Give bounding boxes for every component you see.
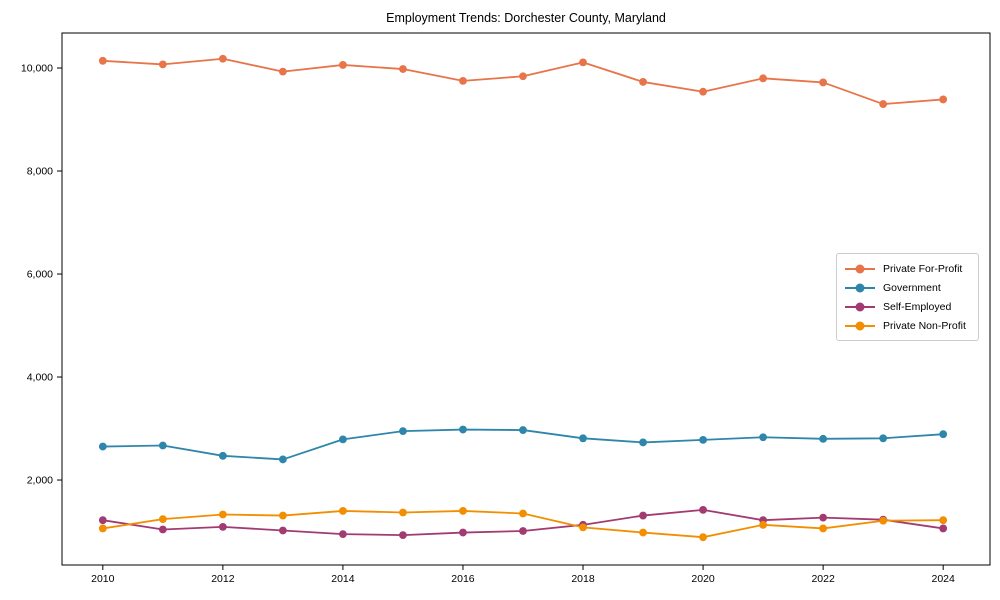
x-tick-label: 2014 xyxy=(331,573,355,585)
marker-government xyxy=(98,442,107,451)
marker-government xyxy=(278,455,287,464)
marker-private-for-profit xyxy=(278,67,287,76)
marker-private-for-profit xyxy=(639,78,647,86)
marker-private-non-profit xyxy=(579,523,587,532)
legend-label: Government xyxy=(883,281,941,294)
marker-private-for-profit xyxy=(339,61,347,69)
x-tick-label: 2024 xyxy=(932,573,956,585)
marker-government xyxy=(399,427,407,435)
x-tick-label: 2022 xyxy=(811,573,835,585)
marker-self-employed xyxy=(158,525,167,534)
marker-private-non-profit xyxy=(699,533,707,542)
marker-private-for-profit xyxy=(399,65,407,73)
marker-private-non-profit xyxy=(939,516,948,525)
legend: Private For-Profit Government Self-Employe… xyxy=(836,253,979,341)
legend-line-sample xyxy=(845,264,875,273)
marker-private-for-profit xyxy=(519,72,527,81)
marker-self-employed xyxy=(459,528,467,537)
marker-self-employed xyxy=(399,531,407,540)
legend-marker-dot xyxy=(855,321,865,330)
marker-private-non-profit xyxy=(339,507,347,515)
y-tick-label: 4,000 xyxy=(27,372,53,384)
marker-self-employed xyxy=(278,526,287,535)
marker-government xyxy=(699,435,707,444)
marker-private-non-profit xyxy=(218,510,227,519)
series-line-government xyxy=(102,428,944,461)
marker-government xyxy=(759,433,768,442)
marker-government xyxy=(519,426,527,434)
marker-private-for-profit xyxy=(459,76,467,85)
marker-private-for-profit xyxy=(699,87,707,96)
y-tick-label: 2,000 xyxy=(27,475,53,487)
x-tick-label: 2016 xyxy=(451,573,475,585)
x-tick-label: 2018 xyxy=(571,573,595,585)
x-tick-label: 2010 xyxy=(91,573,115,585)
chart-title: Employment Trends: Dorchester County, Ma… xyxy=(386,11,666,25)
plot-border xyxy=(61,32,991,566)
legend-line-sample xyxy=(845,302,875,311)
marker-private-for-profit xyxy=(819,78,828,87)
marker-self-employed xyxy=(639,511,647,520)
marker-government xyxy=(579,434,587,443)
legend-item-self-employed: Self-Employed xyxy=(845,301,970,313)
legend-item-private-non-profit: Private Non-Profit xyxy=(845,320,970,332)
marker-self-employed xyxy=(939,524,948,533)
marker-government xyxy=(939,430,948,439)
x-tick-label: 2012 xyxy=(211,573,235,585)
legend-marker-dot xyxy=(855,302,865,311)
marker-private-non-profit xyxy=(879,516,888,525)
legend-label: Private Non-Profit xyxy=(883,319,966,332)
series-line-private-for-profit xyxy=(102,57,944,105)
legend-label: Private For-Profit xyxy=(883,262,963,275)
marker-private-non-profit xyxy=(819,524,828,533)
marker-self-employed xyxy=(699,505,707,514)
legend-marker-dot xyxy=(855,283,865,292)
legend-label: Self-Employed xyxy=(883,300,952,313)
y-tick-label: 6,000 xyxy=(27,269,53,281)
y-tick-label: 10,000 xyxy=(21,63,53,75)
marker-private-for-profit xyxy=(759,74,768,83)
y-tick-label: 8,000 xyxy=(27,166,53,178)
marker-private-for-profit xyxy=(218,54,227,63)
marker-private-for-profit xyxy=(158,60,167,69)
legend-line-sample xyxy=(845,321,875,330)
marker-private-for-profit xyxy=(939,95,948,104)
marker-government xyxy=(819,434,828,443)
marker-self-employed xyxy=(819,513,828,522)
marker-private-non-profit xyxy=(459,507,467,515)
marker-private-non-profit xyxy=(399,508,407,517)
marker-private-non-profit xyxy=(759,520,768,529)
marker-private-non-profit xyxy=(98,524,107,533)
marker-government xyxy=(339,435,347,444)
marker-government xyxy=(639,438,647,447)
marker-self-employed xyxy=(98,516,107,525)
marker-private-for-profit xyxy=(879,100,888,108)
marker-private-non-profit xyxy=(158,515,167,524)
marker-private-non-profit xyxy=(639,528,647,537)
marker-government xyxy=(218,451,227,460)
marker-private-non-profit xyxy=(519,509,527,518)
legend-item-private-for-profit: Private For-Profit xyxy=(845,263,970,275)
marker-government xyxy=(158,441,167,450)
legend-line-sample xyxy=(845,283,875,292)
legend-item-government: Government xyxy=(845,282,970,294)
marker-government xyxy=(459,425,467,434)
legend-marker-dot xyxy=(855,264,865,273)
marker-private-for-profit xyxy=(579,58,587,67)
marker-self-employed xyxy=(218,522,227,531)
marker-self-employed xyxy=(519,527,527,535)
marker-government xyxy=(879,434,888,443)
x-tick-label: 2020 xyxy=(691,573,715,585)
marker-private-for-profit xyxy=(98,56,107,65)
marker-private-non-profit xyxy=(278,511,287,520)
marker-self-employed xyxy=(339,530,347,538)
